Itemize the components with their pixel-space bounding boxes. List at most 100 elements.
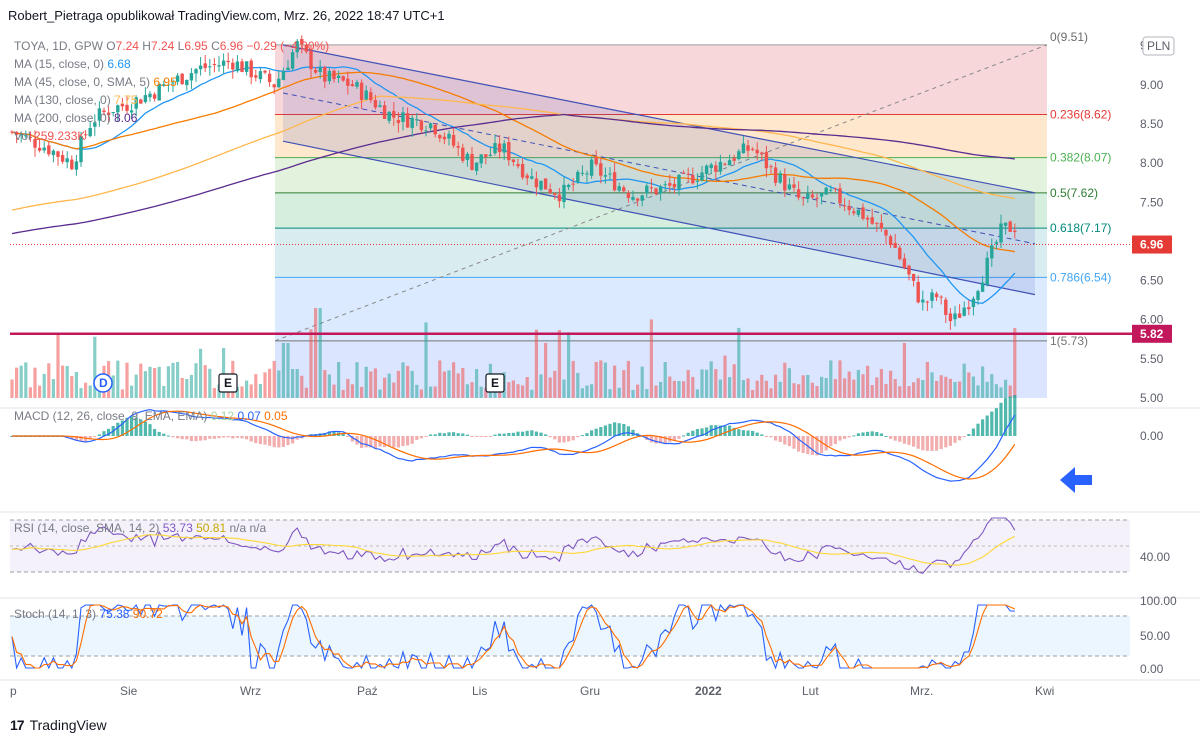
macd-histogram-bar <box>295 436 299 440</box>
candle-body <box>875 222 879 224</box>
candle-body <box>217 65 221 67</box>
candle-body <box>764 151 769 169</box>
candle-body <box>56 151 60 157</box>
macd-histogram-bar <box>281 436 285 447</box>
macd-histogram-bar <box>866 431 870 436</box>
macd-histogram-bar <box>746 430 750 436</box>
candle-body <box>654 188 658 195</box>
volume-bar <box>360 386 364 398</box>
fib-zone <box>275 277 1047 341</box>
volume-bar <box>521 385 525 398</box>
macd-histogram-bar <box>902 436 906 444</box>
candle-body <box>732 158 736 161</box>
volume-bar <box>847 371 851 398</box>
volume-bar <box>981 366 985 398</box>
fib-trend-line <box>274 44 1048 342</box>
macd-histogram-bar <box>433 434 437 436</box>
macd-pane: 0.00 MACD (12, 26, close, 9, EMA, EMA) 0.… <box>10 395 1164 493</box>
candle-body <box>829 189 833 191</box>
candle-body <box>392 111 396 118</box>
volume-bar <box>516 384 520 398</box>
volume-bar <box>401 362 405 398</box>
macd-histogram-bar <box>332 431 336 436</box>
candle-body <box>898 247 902 260</box>
candle-body <box>474 162 479 171</box>
macd-histogram-bar <box>383 436 387 448</box>
volume-bar <box>162 385 166 398</box>
candle-body <box>944 299 948 315</box>
volume-bar <box>189 374 193 398</box>
macd-histogram-bar <box>764 436 768 437</box>
price-tick: 9.00 <box>1140 78 1164 92</box>
macd-histogram-bar <box>783 436 787 445</box>
volume-bar <box>346 378 350 398</box>
candle-body <box>378 105 382 107</box>
volume-bar <box>433 386 437 398</box>
candle-body <box>953 313 957 320</box>
macd-histogram-bar <box>806 436 810 455</box>
candle-body <box>198 65 203 70</box>
candle-body <box>428 123 433 129</box>
volume-bar <box>51 379 55 398</box>
candle-body <box>70 159 74 170</box>
volume-bar <box>548 377 552 398</box>
volume-bar <box>235 386 239 398</box>
volume-bar <box>948 378 952 398</box>
rsi-ma-line <box>11 534 1016 566</box>
candle-body <box>203 63 207 69</box>
volume-bar <box>617 387 621 398</box>
candle-body <box>125 104 129 111</box>
candle-body <box>852 211 856 214</box>
volume-bar <box>967 372 971 398</box>
earnings-marker <box>485 373 505 393</box>
tradingview-footer[interactable]: 17 TradingView <box>10 717 107 733</box>
volume-bar <box>465 384 469 398</box>
candle-body <box>507 142 511 161</box>
macd-histogram-bar <box>994 408 998 436</box>
candle-body <box>65 158 69 163</box>
macd-histogram-bar <box>948 436 952 446</box>
macd-histogram-bar <box>212 436 216 439</box>
volume-bar <box>544 343 548 398</box>
candle-body <box>847 206 851 211</box>
legend-indicator: Vol 259.233K <box>14 129 85 143</box>
candle-body <box>571 183 575 185</box>
candle-body <box>948 313 953 322</box>
volume-bar <box>760 374 764 398</box>
volume-bar <box>511 380 515 398</box>
candle-body <box>313 69 318 73</box>
candle-body <box>870 217 874 224</box>
candle-body <box>14 131 19 135</box>
price-tick: 8.50 <box>1140 117 1164 131</box>
macd-histogram-bar <box>79 436 83 442</box>
time-tick: Paź <box>357 684 378 698</box>
volume-bar <box>916 378 920 398</box>
volume-bar <box>286 343 290 398</box>
candle-body <box>695 180 700 182</box>
volume-bar <box>829 360 833 398</box>
macd-histogram-bar <box>465 434 469 436</box>
volume-bar <box>396 370 400 398</box>
macd-histogram-bar <box>539 432 543 436</box>
volume-bar <box>856 369 860 398</box>
candle-body <box>484 154 488 157</box>
legend-ohlc: TOYA, 1D, GPW O7.24 H7.24 L6.95 C6.96 −0… <box>14 39 329 53</box>
candle-body <box>520 163 525 178</box>
macd-histogram-bar <box>410 436 414 444</box>
macd-histogram-bar <box>373 436 377 449</box>
macd-histogram-bar <box>498 433 502 436</box>
candle-body <box>175 75 180 82</box>
volume-bar <box>70 376 74 398</box>
volume-bar <box>838 360 842 398</box>
volume-bar <box>769 388 773 398</box>
candle-body <box>116 105 120 113</box>
volume-bar <box>562 379 566 398</box>
macd-histogram-bar <box>613 422 617 436</box>
volume-bar <box>245 380 249 398</box>
volume-bar <box>323 370 327 398</box>
volume-bar <box>714 369 718 398</box>
rsi-axis-tick: 40.00 <box>1140 550 1170 564</box>
currency-badge <box>1142 36 1175 56</box>
macd-histogram-bar <box>107 428 111 436</box>
